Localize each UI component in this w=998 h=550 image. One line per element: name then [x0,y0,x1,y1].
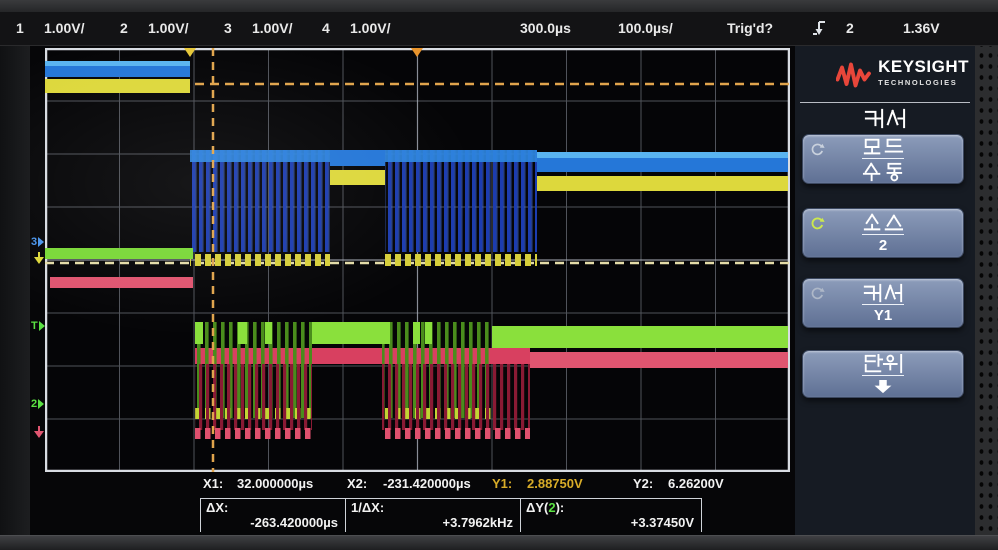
dx-label: ΔX: [206,500,229,515]
brand-name: KEYSIGHT TECHNOLOGIES [878,58,969,91]
softkey-menu-panel: KEYSIGHT TECHNOLOGIES 커서 모드수동 [795,46,975,535]
korean-word-cursor-glyph [864,108,906,129]
y1-label: Y1: [492,476,513,491]
keysight-logo: KEYSIGHT TECHNOLOGIES [801,53,969,97]
x2-value: -231.420000µs [383,476,471,491]
ch3-ground-marker[interactable]: 3 [31,236,45,248]
keysight-waveform-mark [836,62,872,88]
channel-2-number[interactable]: 2 [120,20,128,36]
softkey-cursor-select-button[interactable]: 커서 Y1 [802,278,964,328]
softkey-source-button[interactable]: 소스 2 [802,208,964,258]
korean-word-units-glyph [862,353,904,376]
inv-dx-label: 1/ΔX: [351,500,385,515]
ch4-ground-marker[interactable] [34,426,44,438]
sidebar-divider [800,102,970,103]
bezel-top [0,0,998,12]
ch1-ground-marker[interactable] [34,252,44,264]
down-triangle-icon [34,257,44,264]
rotary-knob-icon [811,143,825,156]
channel-4-number[interactable]: 4 [322,20,330,36]
ch2-ground-marker[interactable]: 2 [31,398,45,410]
x2-label: X2: [347,476,368,491]
brand-sub: TECHNOLOGIES [878,78,958,87]
speaker-grille [975,46,998,535]
rotary-knob-icon-active [811,217,825,230]
channel-1-scale[interactable]: 1.00V/ [44,20,85,36]
y2-label: Y2: [633,476,654,491]
softkey-mode-button[interactable]: 모드수동 [802,134,964,184]
right-triangle-icon [38,399,45,409]
menu-title-cursor: 커서 [795,108,975,134]
channel-2-scale[interactable]: 1.00V/ [148,20,189,36]
waveform-display: 3 T 2 X1: 32.000000µs X2: -231.420000µs … [30,46,795,535]
timebase[interactable]: 100.0µs/ [618,20,673,36]
channel-3-scale[interactable]: 1.00V/ [252,20,293,36]
korean-word-cursor-glyph [862,283,904,305]
graticule-and-waveforms [45,48,790,472]
channel-3-number[interactable]: 3 [224,20,232,36]
x1-label: X1: [203,476,224,491]
right-triangle-icon [38,321,45,331]
bezel-bottom [0,535,998,550]
softkey-units-button[interactable]: 단위 [802,350,964,398]
dy-value: +3.37450V [630,515,694,530]
dy-label: ΔY(2): [526,500,565,515]
trigger-point-marker [411,48,423,57]
status-bar: 1 1.00V/ 2 1.00V/ 3 1.00V/ 4 1.00V/ 300.… [0,12,998,46]
dx-value: -263.420000µs [250,515,338,530]
y1-value: 2.88750V [527,476,583,491]
y2-value: 6.26200V [668,476,724,491]
channel-4-scale[interactable]: 1.00V/ [350,20,391,36]
delay-time[interactable]: 300.0µs [520,20,571,36]
trigger-level[interactable]: 1.36V [903,20,940,36]
down-triangle-icon [34,431,44,438]
x1-value: 32.000000µs [237,476,314,491]
cursor-select-value: Y1 [873,307,893,324]
korean-word-manual-glyph [862,161,904,182]
delta-readout-row: ΔX: -263.420000µs 1/ΔX: +3.7962kHz ΔY(2)… [200,498,702,532]
cursor-readout-row: X1: 32.000000µs X2: -231.420000µs Y1: 2.… [30,476,795,496]
inv-dx-value: +3.7962kHz [442,515,513,530]
delta-x-cell: ΔX: -263.420000µs [200,498,345,532]
delay-reference-marker [184,48,196,57]
down-arrow-icon [874,379,892,394]
falling-edge-trigger-icon [813,21,825,35]
rotary-knob-icon [811,287,825,300]
trigger-status: Trig'd? [727,20,774,36]
channel-1-number[interactable]: 1 [16,20,24,36]
source-value: 2 [878,237,888,254]
trigger-source[interactable]: 2 [846,20,854,36]
inv-delta-x-cell: 1/ΔX: +3.7962kHz [345,498,520,532]
right-triangle-icon [38,237,45,247]
delta-y-cell: ΔY(2): +3.37450V [520,498,702,532]
korean-word-mode-glyph [862,137,904,159]
trigger-level-marker[interactable]: T [31,320,45,332]
korean-word-source-glyph [862,213,904,235]
bezel-left [0,46,30,535]
